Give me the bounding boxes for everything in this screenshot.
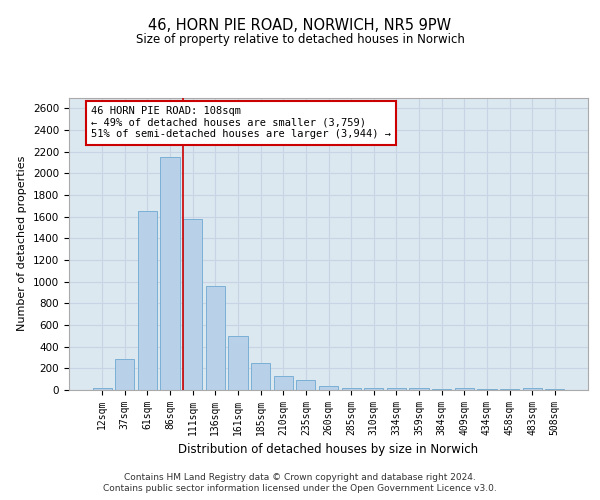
Y-axis label: Number of detached properties: Number of detached properties — [17, 156, 28, 332]
Text: Contains HM Land Registry data © Crown copyright and database right 2024.: Contains HM Land Registry data © Crown c… — [124, 472, 476, 482]
Bar — [274, 376, 293, 390]
Bar — [387, 388, 406, 390]
Bar — [455, 388, 474, 390]
Bar — [341, 388, 361, 390]
Bar — [409, 388, 428, 390]
Text: Size of property relative to detached houses in Norwich: Size of property relative to detached ho… — [136, 32, 464, 46]
Bar — [229, 336, 248, 390]
Bar — [183, 219, 202, 390]
Text: 46 HORN PIE ROAD: 108sqm
← 49% of detached houses are smaller (3,759)
51% of sem: 46 HORN PIE ROAD: 108sqm ← 49% of detach… — [91, 106, 391, 140]
Bar — [319, 386, 338, 390]
Bar — [115, 359, 134, 390]
Bar — [92, 388, 112, 390]
Bar — [296, 380, 316, 390]
Text: 46, HORN PIE ROAD, NORWICH, NR5 9PW: 46, HORN PIE ROAD, NORWICH, NR5 9PW — [148, 18, 452, 32]
Bar — [160, 157, 180, 390]
Text: Contains public sector information licensed under the Open Government Licence v3: Contains public sector information licen… — [103, 484, 497, 493]
Bar — [251, 364, 270, 390]
X-axis label: Distribution of detached houses by size in Norwich: Distribution of detached houses by size … — [178, 444, 479, 456]
Bar — [138, 211, 157, 390]
Bar — [364, 388, 383, 390]
Bar — [477, 389, 497, 390]
Bar — [432, 389, 451, 390]
Bar — [523, 388, 542, 390]
Bar — [206, 286, 225, 390]
